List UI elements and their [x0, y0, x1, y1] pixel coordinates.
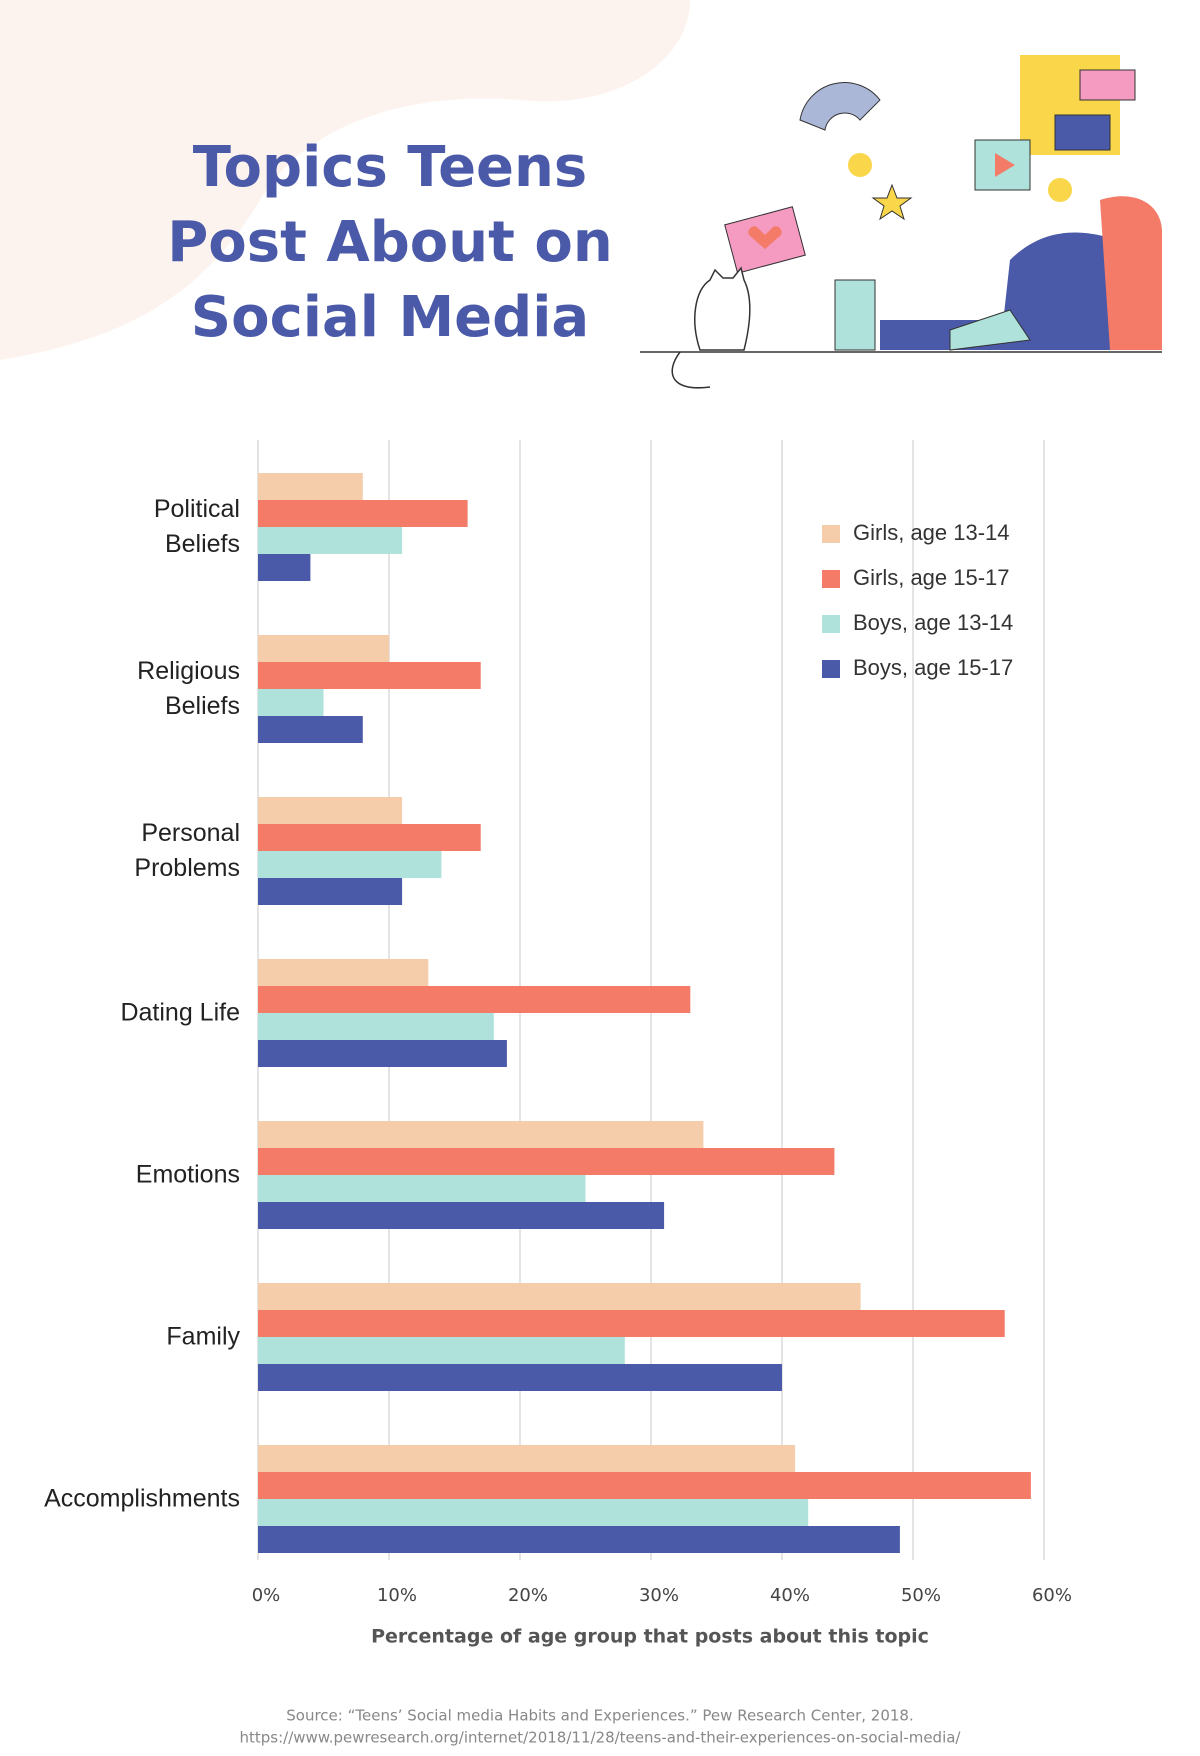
legend-label: Girls, age 13-14 — [853, 520, 1010, 545]
bar — [258, 554, 311, 581]
y-tick-label: Personal Problems — [134, 819, 240, 882]
bar — [258, 1310, 1005, 1337]
bar — [258, 1013, 494, 1040]
y-tick-label: Religious Beliefs — [137, 657, 240, 720]
x-tick-label: 20% — [508, 1585, 548, 1606]
legend-swatch — [822, 615, 840, 633]
bar — [258, 797, 403, 824]
bar — [258, 1175, 586, 1202]
legend-swatch — [822, 570, 840, 588]
bar — [258, 1499, 809, 1526]
bar — [258, 1283, 861, 1310]
bar — [258, 716, 363, 743]
bar — [258, 1472, 1031, 1499]
legend-label: Girls, age 15-17 — [853, 565, 1010, 590]
source-note: https://www.pewresearch.org/internet/201… — [240, 1729, 962, 1747]
legend-label: Boys, age 15-17 — [853, 655, 1013, 680]
bar — [258, 635, 389, 662]
bar — [258, 662, 481, 689]
x-tick-label: 50% — [901, 1585, 941, 1606]
bar — [258, 1121, 704, 1148]
x-tick-label: 30% — [639, 1585, 679, 1606]
chart-title: Topics Teens Post About on Social Media — [167, 135, 613, 350]
y-tick-label: Political Beliefs — [153, 495, 240, 558]
bar — [258, 500, 468, 527]
bar — [258, 689, 324, 716]
bar — [258, 959, 429, 986]
x-axis-title: Percentage of age group that posts about… — [371, 1626, 929, 1648]
bar — [258, 1445, 796, 1472]
legend-swatch — [822, 525, 840, 543]
bar — [258, 851, 442, 878]
background-blob — [0, 0, 690, 360]
bar — [258, 527, 403, 554]
bar — [258, 1040, 507, 1067]
bar — [258, 1148, 835, 1175]
illustration — [640, 55, 1162, 389]
bar — [258, 1364, 782, 1391]
y-tick-label: Family — [166, 1322, 240, 1351]
bar — [258, 1202, 665, 1229]
y-tick-label: Dating Life — [120, 998, 240, 1027]
x-tick-label: 10% — [377, 1585, 417, 1606]
legend-swatch — [822, 660, 840, 678]
bar — [258, 1337, 625, 1364]
legend-label: Boys, age 13-14 — [853, 610, 1013, 635]
x-tick-label: 0% — [252, 1585, 281, 1606]
bar — [258, 878, 403, 905]
source-note: Source: “Teens’ Social media Habits and … — [286, 1707, 913, 1725]
bar — [258, 1526, 900, 1553]
x-tick-label: 60% — [1032, 1585, 1072, 1606]
bar — [258, 473, 363, 500]
bar — [258, 824, 481, 851]
y-tick-label: Accomplishments — [44, 1484, 240, 1513]
x-tick-label: 40% — [770, 1585, 810, 1606]
y-tick-label: Emotions — [135, 1160, 240, 1189]
bar — [258, 986, 691, 1013]
